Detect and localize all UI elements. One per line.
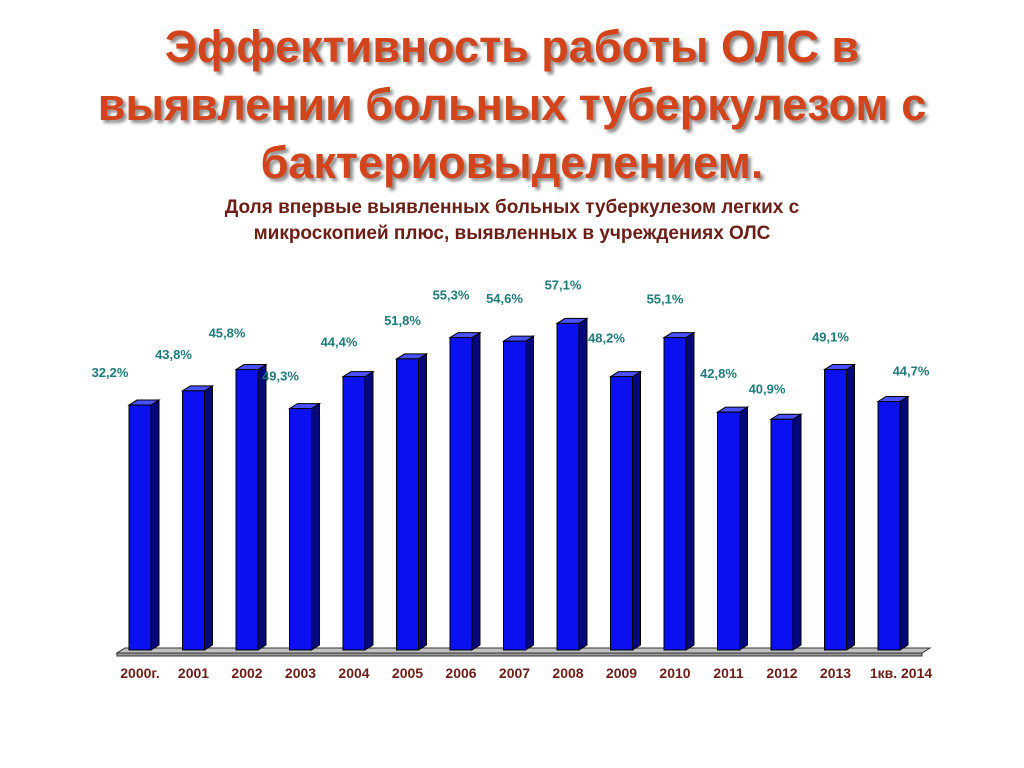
bar-front (663, 337, 687, 651)
bar-side (311, 402, 320, 651)
bar-side (150, 399, 160, 651)
category-label-7: 2007 (499, 665, 530, 681)
bar-front (770, 418, 794, 651)
bar-side (578, 317, 588, 651)
bar-side (846, 363, 855, 651)
category-label-6: 2006 (445, 665, 476, 681)
floor-front (116, 652, 923, 657)
category-label-4: 2004 (338, 665, 369, 681)
bar-13 (822, 363, 857, 651)
bars (127, 317, 910, 651)
category-label-1: 2001 (178, 665, 209, 681)
chart-title-line-2: микроскопией плюс, выявленных в учрежден… (253, 223, 771, 244)
category-label-8: 2008 (552, 665, 583, 681)
bar-side (204, 384, 213, 651)
category-label-3: 2003 (285, 665, 316, 681)
category-label-14: 1кв. 2014 (870, 665, 933, 681)
bar-4 (341, 370, 375, 651)
slide-title-line-1: Эффективность работы ОЛС в (164, 21, 860, 72)
bar-12 (769, 413, 803, 651)
bar-3 (287, 402, 322, 651)
bar-8 (555, 317, 589, 651)
bar-6 (448, 331, 482, 651)
value-label-5: 51,8% (384, 313, 421, 328)
bar-front (289, 408, 312, 651)
category-label-9: 2009 (606, 665, 637, 681)
bar-side (632, 370, 641, 651)
bar-side (364, 370, 374, 651)
bar-14 (876, 395, 910, 651)
value-label-4: 44,4% (321, 335, 358, 350)
value-label-7: 54,6% (486, 291, 523, 306)
bar-front (877, 401, 901, 651)
category-label-2: 2002 (231, 665, 262, 681)
bar-0 (127, 399, 161, 651)
value-label-8: 57,1% (545, 277, 582, 292)
category-label-13: 2013 (820, 665, 851, 681)
category-label-5: 2005 (392, 665, 423, 681)
category-label-11: 2011 (713, 665, 744, 681)
category-label-10: 2010 (659, 665, 690, 681)
value-label-6: 55,3% (433, 288, 470, 303)
bar-9 (608, 370, 643, 651)
bar-side (257, 363, 267, 651)
value-label-9: 48,2% (588, 331, 625, 346)
value-label-14: 44,7% (893, 364, 930, 379)
bar-11 (715, 406, 750, 651)
bar-front (128, 404, 152, 651)
bar-front (610, 376, 633, 651)
bar-side (792, 413, 802, 651)
value-label-11: 42,8% (700, 366, 737, 381)
value-labels: 32,2% 43,8% 45,8% 49,3% 44,4% 51,8% 55,3% 54,6%… (92, 277, 930, 396)
bar-side (899, 395, 909, 651)
bar-front (235, 369, 259, 651)
category-label-0: 2000г. (120, 665, 159, 681)
bar-front (717, 411, 740, 651)
bar-2 (234, 363, 268, 651)
value-label-0: 32,2% (92, 365, 129, 380)
bar-side (739, 406, 748, 651)
bar-front (396, 358, 419, 651)
value-label-12: 40,9% (749, 381, 786, 396)
bar-7 (501, 335, 536, 651)
bar-side (471, 331, 481, 651)
bar-5 (394, 352, 429, 651)
category-label-12: 2012 (766, 665, 797, 681)
slide-title-line-2: выявлении больных туберкулезом с (97, 79, 927, 130)
value-label-10: 55,1% (647, 292, 684, 307)
bar-front (503, 340, 526, 651)
bar-front (556, 322, 580, 651)
bar-side (525, 335, 534, 651)
slide-title: Эффективность работы ОЛС в выявлении бол… (0, 18, 1024, 192)
bar-side (685, 331, 695, 651)
slide-title-line-3: бактериовыделением. (260, 137, 764, 188)
value-label-13: 49,1% (812, 330, 849, 345)
value-label-1: 43,8% (155, 347, 192, 362)
value-label-2: 45,8% (209, 326, 246, 341)
bar-10 (662, 331, 696, 651)
chart-title: Доля впервые выявленных больных туберкул… (0, 195, 1024, 247)
bar-1 (180, 384, 215, 651)
value-label-3: 49,3% (262, 369, 299, 384)
bar-side (418, 352, 427, 651)
bar-front (342, 376, 366, 651)
bar-front (182, 390, 205, 651)
chart-title-line-1: Доля впервые выявленных больных туберкул… (224, 197, 800, 218)
category-labels: 2000г. 2001 2002 2003 2004 2005 2006 2007 2008 20… (120, 665, 932, 681)
bar-front (449, 337, 473, 651)
bar-front (824, 369, 847, 651)
